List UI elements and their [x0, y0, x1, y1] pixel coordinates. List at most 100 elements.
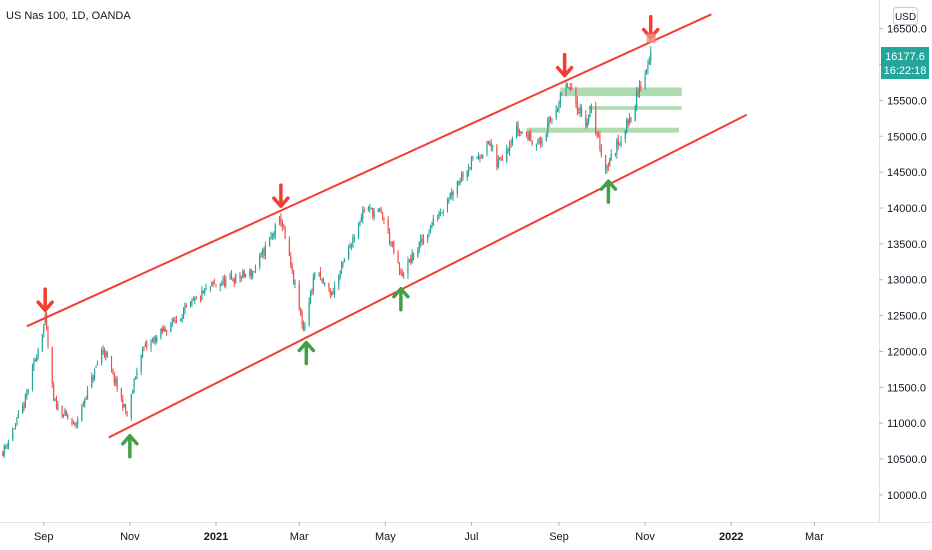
candle	[636, 86, 638, 111]
candle	[372, 207, 374, 219]
candle	[487, 140, 490, 145]
currency-label: USD	[895, 12, 916, 23]
candle	[428, 229, 430, 237]
candle	[588, 114, 590, 126]
candle	[225, 275, 227, 289]
arrow-up-icon	[599, 179, 618, 204]
candle	[125, 403, 127, 415]
candle	[579, 103, 581, 118]
candle	[103, 347, 106, 359]
candle	[174, 316, 176, 324]
candle	[7, 439, 10, 450]
candle	[538, 137, 540, 145]
candle	[398, 262, 401, 276]
candle	[597, 130, 600, 138]
candle	[363, 206, 365, 213]
time-tick-label: 2021	[204, 531, 228, 543]
candle	[191, 298, 193, 307]
time-tick-label: Mar	[805, 531, 824, 543]
candle	[291, 262, 293, 275]
candle	[349, 242, 351, 249]
candle	[115, 375, 117, 387]
support-zones	[526, 87, 682, 133]
candle	[604, 155, 607, 175]
candle	[556, 107, 559, 113]
candle	[627, 118, 629, 128]
candle	[96, 360, 98, 366]
candle	[359, 220, 361, 227]
candle	[555, 105, 557, 120]
candle	[624, 129, 626, 143]
candle	[122, 394, 124, 412]
candle	[545, 132, 547, 142]
candle	[390, 241, 392, 247]
candle	[644, 70, 646, 90]
candle	[377, 208, 379, 213]
candle	[501, 154, 504, 161]
candle	[417, 247, 419, 258]
candle	[192, 296, 194, 301]
candle	[101, 347, 103, 366]
candle	[219, 282, 221, 292]
candle	[360, 213, 362, 223]
candle	[81, 403, 83, 422]
candle	[324, 282, 326, 287]
candle	[123, 404, 125, 408]
candle	[130, 393, 132, 421]
last-bar-marker	[646, 33, 656, 43]
candle	[213, 278, 216, 285]
price-tick-label: 13500.0	[887, 239, 927, 251]
candle	[143, 346, 145, 352]
candle	[211, 281, 213, 287]
candle	[442, 209, 444, 217]
candle	[531, 140, 533, 147]
price-tick-label: 15000.0	[887, 131, 927, 143]
candle	[165, 329, 168, 336]
price-axis[interactable]: 16500.016000.015500.015000.014500.014000…	[879, 24, 927, 502]
candle	[67, 413, 69, 420]
candle	[270, 231, 272, 240]
candle	[239, 271, 241, 283]
candle	[411, 249, 413, 264]
candle	[547, 117, 549, 138]
candle	[401, 269, 403, 277]
candle	[549, 115, 552, 123]
candle	[309, 290, 312, 305]
candle	[452, 190, 454, 201]
candle	[229, 272, 231, 280]
candle	[55, 395, 58, 410]
arrow-down-icon	[36, 287, 54, 312]
candle	[14, 423, 17, 430]
candle	[134, 376, 137, 380]
time-axis[interactable]: Sep Nov 2021 Mar May Jul Sep Nov 2022 Mar	[34, 522, 824, 543]
candle	[486, 140, 488, 157]
candle	[133, 378, 135, 394]
candle	[620, 135, 622, 148]
currency-box[interactable]	[893, 7, 918, 25]
candle	[201, 285, 203, 301]
candle	[568, 86, 570, 90]
candle	[449, 192, 451, 200]
candle	[331, 291, 333, 297]
candle	[429, 224, 432, 234]
candle	[181, 314, 183, 323]
candle	[383, 217, 385, 225]
candle	[462, 171, 464, 181]
candle	[492, 144, 494, 152]
candle	[528, 131, 530, 142]
candle	[342, 261, 344, 268]
candle	[154, 335, 156, 346]
candle	[548, 115, 550, 128]
candle	[565, 79, 567, 97]
candle	[420, 234, 422, 248]
candle	[482, 154, 484, 159]
candle	[637, 88, 639, 98]
candle	[290, 252, 292, 269]
candle	[175, 315, 178, 324]
candle	[348, 244, 350, 261]
candle	[352, 234, 354, 248]
candle	[293, 269, 295, 286]
candle	[479, 154, 481, 163]
last-price-badge	[881, 47, 929, 79]
